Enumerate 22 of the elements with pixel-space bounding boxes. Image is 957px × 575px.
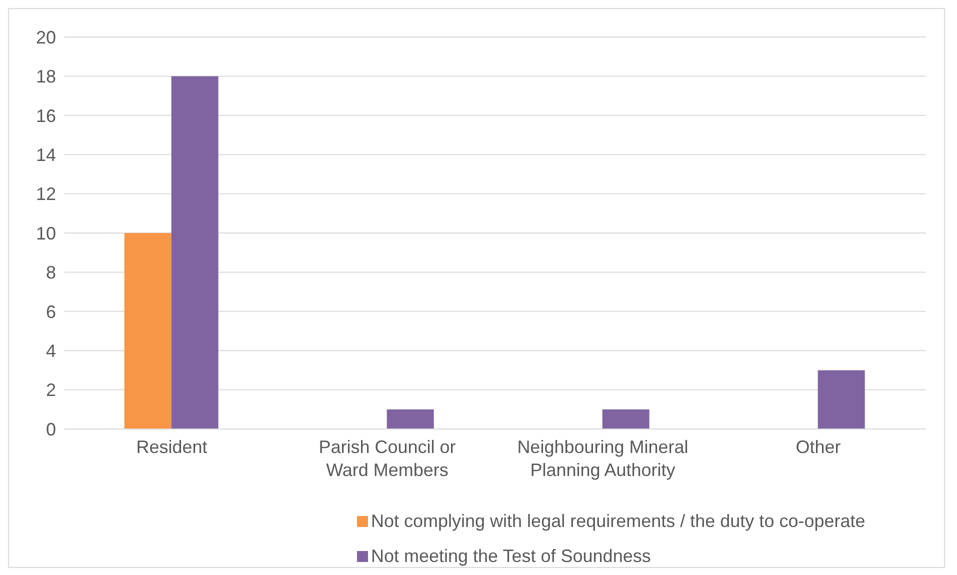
y-tick-label: 18 [36, 66, 56, 87]
legend-label: Not meeting the Test of Soundness [371, 546, 651, 567]
bar [602, 409, 650, 429]
x-tick-label: Neighbouring Mineral Planning Authority [517, 437, 688, 480]
y-tick-label: 14 [36, 144, 56, 165]
bar [818, 370, 865, 429]
x-tick-label: Other [796, 437, 841, 457]
y-tick-label: 8 [46, 262, 56, 283]
y-tick-label: 16 [36, 106, 56, 126]
bar [171, 76, 218, 429]
bar [386, 409, 434, 429]
legend-label: Not complying with legal requirements / the duty to co-operate [371, 511, 866, 532]
y-tick-label: 0 [46, 419, 56, 440]
y-tick-label: 6 [46, 302, 56, 322]
y-tick-label: 12 [36, 184, 56, 204]
bar [124, 233, 172, 429]
y-tick-label: 2 [46, 380, 56, 400]
x-tick-label: Resident [136, 437, 208, 457]
x-tick-label: Parish Council or Ward Members [318, 437, 456, 480]
y-tick-label: 20 [36, 27, 56, 48]
y-tick-label: 4 [46, 340, 56, 361]
y-tick-label: 10 [36, 223, 56, 244]
